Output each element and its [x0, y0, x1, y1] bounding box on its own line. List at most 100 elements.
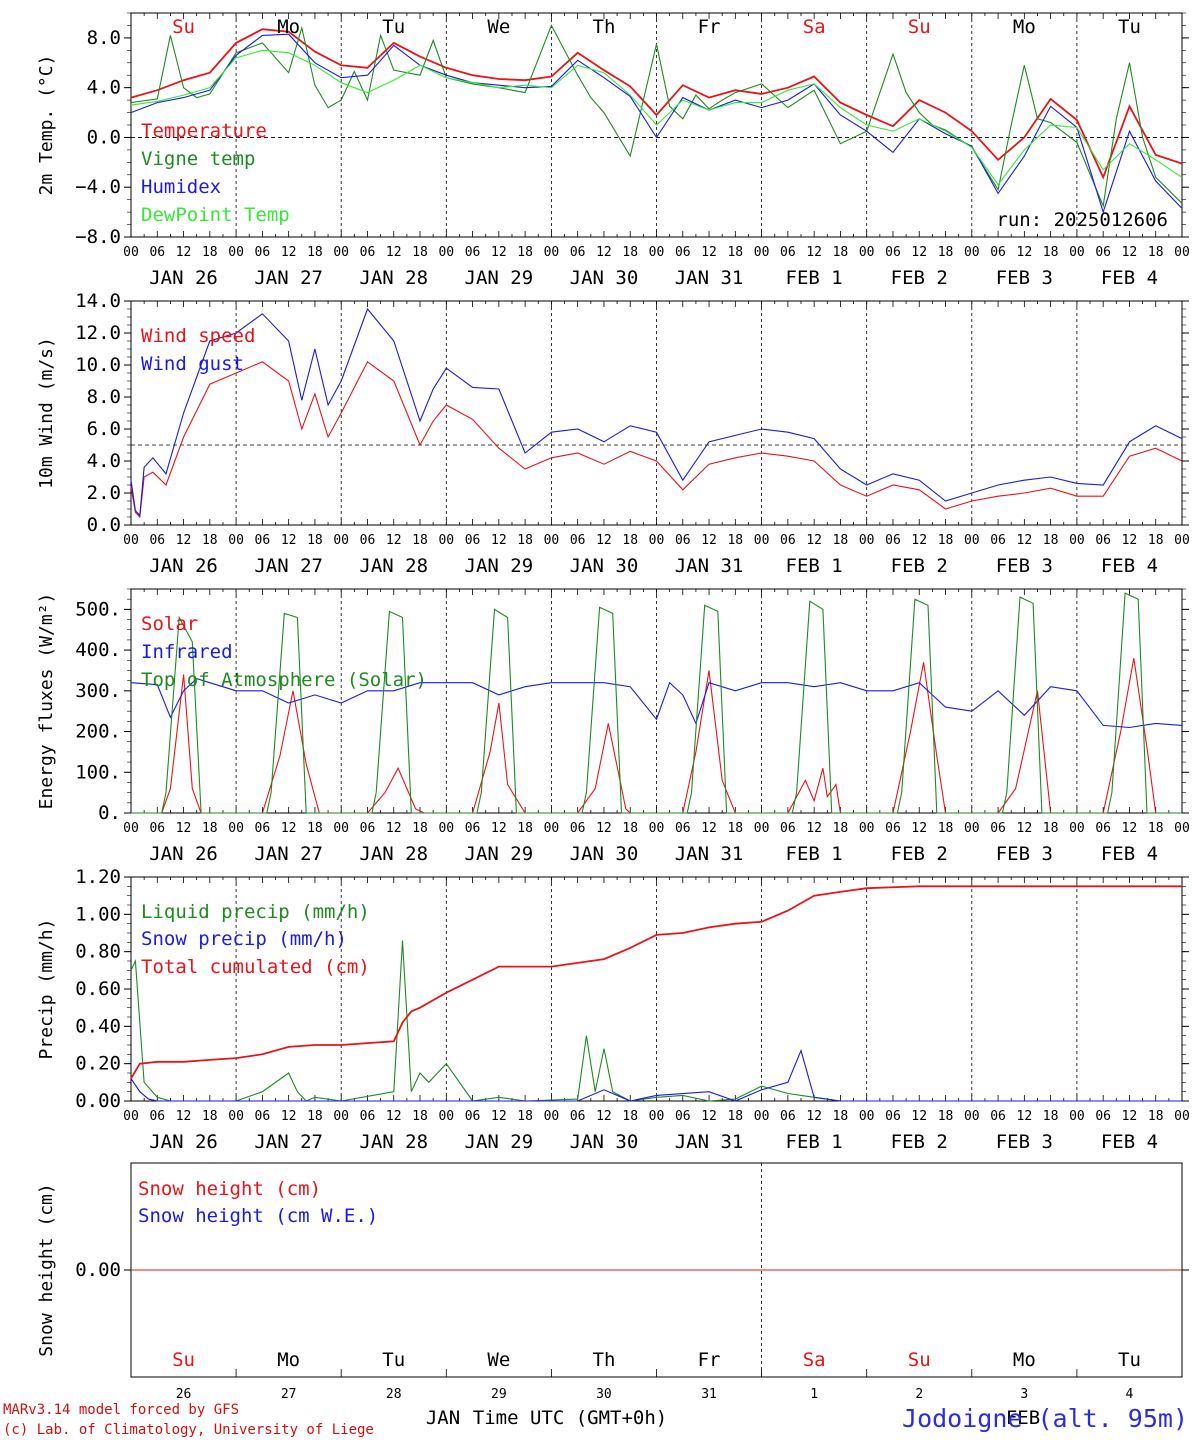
y-tick-label: 4.0 [87, 77, 121, 99]
hour-tick-label: 18 [833, 821, 849, 836]
hour-tick-label: 06 [780, 1109, 796, 1124]
hour-tick-label: 18 [727, 533, 743, 548]
legend-entry: Wind speed [141, 325, 255, 347]
hour-tick-label: 00 [544, 821, 560, 836]
hour-tick-label: 12 [386, 821, 402, 836]
day-label: JAN 30 [570, 267, 639, 289]
hour-tick-label: 12 [911, 1109, 927, 1124]
hour-tick-label: 06 [360, 821, 376, 836]
y-tick-label: 10.0 [75, 354, 121, 376]
day-label: FEB 1 [786, 1131, 843, 1153]
hour-tick-label: 06 [885, 533, 901, 548]
hour-tick-label: 00 [754, 821, 770, 836]
hour-tick-label: 18 [202, 821, 218, 836]
hour-tick-label: 06 [255, 533, 271, 548]
hour-tick-label: 18 [938, 245, 954, 260]
series-line-solar [131, 658, 1182, 814]
day-label: JAN 27 [254, 1131, 323, 1153]
day-number-label: 2 [915, 1387, 923, 1402]
hour-tick-label: 00 [123, 1109, 139, 1124]
day-number-label: 30 [596, 1387, 612, 1402]
legend-entry: DewPoint Temp [141, 204, 290, 226]
day-label: FEB 2 [891, 1131, 948, 1153]
hour-tick-label: 18 [1043, 821, 1059, 836]
hour-tick-label: 18 [517, 533, 533, 548]
hour-tick-label: 00 [544, 245, 560, 260]
hour-tick-label: 18 [1148, 533, 1164, 548]
hour-tick-label: 00 [649, 821, 665, 836]
y-tick-label: 8.0 [87, 386, 121, 408]
hour-tick-label: 00 [228, 1109, 244, 1124]
hour-tick-label: 18 [1043, 245, 1059, 260]
hour-tick-label: 12 [701, 533, 717, 548]
day-label: FEB 1 [786, 843, 843, 865]
hour-tick-label: 12 [1122, 821, 1138, 836]
hour-tick-label: 00 [333, 245, 349, 260]
weekday-label: Tu [1118, 16, 1141, 38]
legend-entry: Top of Atmosphere (Solar) [141, 669, 427, 691]
plot-frame [130, 300, 1183, 526]
hour-tick-label: 18 [412, 821, 428, 836]
hour-tick-label: 18 [622, 821, 638, 836]
y-tick-label: 0.00 [75, 1259, 121, 1281]
hour-tick-label: 12 [911, 245, 927, 260]
hour-tick-label: 06 [149, 821, 165, 836]
hour-tick-label: 18 [1148, 1109, 1164, 1124]
weekday-label: Su [908, 1349, 931, 1371]
hour-tick-label: 18 [1148, 821, 1164, 836]
hour-tick-label: 18 [202, 1109, 218, 1124]
hour-tick-label: 06 [570, 533, 586, 548]
series-line-humidex [130, 33, 1183, 214]
day-number-label: 29 [491, 1387, 507, 1402]
hour-tick-label: 18 [517, 821, 533, 836]
hour-tick-label: 00 [1069, 821, 1085, 836]
hour-tick-label: 00 [228, 245, 244, 260]
hour-tick-label: 18 [833, 1109, 849, 1124]
legend-entry: Liquid precip (mm/h) [141, 901, 370, 923]
weekday-label: We [487, 16, 510, 38]
hour-tick-label: 00 [964, 1109, 980, 1124]
credit-line-2: (c) Lab. of Climatology, University of L… [3, 1422, 374, 1438]
hour-tick-label: 12 [1017, 533, 1033, 548]
hour-tick-label: 00 [1069, 1109, 1085, 1124]
hour-tick-label: 18 [622, 1109, 638, 1124]
panel-2: 00 06 12 18 00 06 12 18 00 06 12 18 00 06 12 18 00 06 12 18… [36, 290, 1190, 577]
hour-tick-label: 12 [911, 821, 927, 836]
hour-tick-label: 06 [885, 821, 901, 836]
station-title: Jodoigne (alt. 95m) [902, 1404, 1188, 1433]
hour-tick-label: 12 [1122, 533, 1138, 548]
hour-tick-label: 12 [596, 821, 612, 836]
hour-tick-label: 12 [1017, 1109, 1033, 1124]
hour-tick-label: 12 [1122, 245, 1138, 260]
legend-entry: Infrared [141, 641, 233, 663]
hour-tick-label: 06 [885, 1109, 901, 1124]
series-line-wind-speed [130, 360, 1183, 519]
series-line-total-cumulated-cm- [130, 885, 1182, 1080]
hour-tick-label: 06 [465, 533, 481, 548]
y-tick-label: 12.0 [75, 322, 121, 344]
day-label: JAN 29 [465, 555, 534, 577]
hour-tick-label: 12 [806, 245, 822, 260]
hour-tick-label: 00 [859, 821, 875, 836]
y-axis-label: Precip (mm/h) [36, 919, 57, 1060]
hour-tick-label: 18 [307, 1109, 323, 1124]
hour-tick-label: 12 [596, 245, 612, 260]
y-tick-label: 100. [75, 761, 121, 783]
hour-tick-label: 00 [1069, 245, 1085, 260]
legend-entry: Total cumulated (cm) [141, 956, 370, 978]
hour-tick-label: 12 [176, 1109, 192, 1124]
legend-entry: Temperature [141, 120, 267, 142]
hour-tick-label: 12 [386, 1109, 402, 1124]
hour-tick-label: 12 [281, 245, 297, 260]
y-tick-label: 0.0 [87, 514, 121, 536]
hour-tick-label: 00 [859, 245, 875, 260]
hour-tick-label: 06 [990, 533, 1006, 548]
hour-tick-label: 18 [202, 533, 218, 548]
weekday-label: Sa [803, 16, 826, 38]
hour-tick-label: 00 [859, 1109, 875, 1124]
day-number-label: 31 [701, 1387, 717, 1402]
day-label: FEB 2 [891, 843, 948, 865]
hour-tick-label: 18 [622, 245, 638, 260]
day-label: FEB 1 [786, 555, 843, 577]
day-label: JAN 26 [149, 843, 218, 865]
